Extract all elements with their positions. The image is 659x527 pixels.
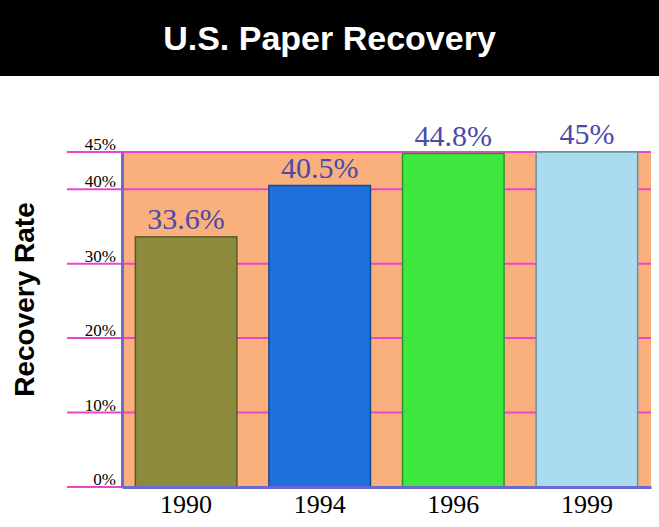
x-tick: 1996 xyxy=(427,487,479,519)
data-label: 45% xyxy=(559,117,614,150)
data-label: 33.6% xyxy=(147,202,225,235)
x-tick-label: 1999 xyxy=(561,490,613,519)
x-tick-label: 1990 xyxy=(160,490,212,519)
x-tick-label: 1996 xyxy=(427,490,479,519)
plot-background xyxy=(122,152,651,487)
bar xyxy=(269,186,371,488)
y-axis-line xyxy=(121,153,124,488)
y-tick-label: 10% xyxy=(85,396,116,415)
y-tick-label: 20% xyxy=(85,321,116,340)
y-tick-label: 45% xyxy=(85,135,116,154)
x-axis-line xyxy=(123,486,652,489)
data-label: 44.8% xyxy=(415,118,493,151)
title: U.S. Paper Recovery xyxy=(163,19,496,57)
bar xyxy=(135,237,237,487)
x-tick: 1999 xyxy=(561,487,613,519)
y-tick: 40% xyxy=(85,172,122,191)
chart: U.S. Paper Recovery 0% 10% 20% 30% 40% 45% 1990… xyxy=(0,0,659,527)
y-tick: 30% xyxy=(85,247,122,266)
data-label: 40.5% xyxy=(281,151,359,184)
y-axis-title: Recovery Rate xyxy=(9,202,40,397)
bars xyxy=(135,152,637,487)
grid-line xyxy=(67,486,651,488)
y-axis: 0% 10% 20% 30% 40% 45% xyxy=(85,135,123,489)
y-tick: 45% xyxy=(85,135,122,154)
y-tick-label: 0% xyxy=(93,470,116,489)
x-tick-label: 1994 xyxy=(294,490,346,519)
y-tick: 10% xyxy=(85,396,122,415)
y-tick-label: 30% xyxy=(85,247,116,266)
bar xyxy=(403,153,505,487)
x-tick: 1994 xyxy=(294,487,346,519)
title-banner xyxy=(0,0,659,76)
y-tick: 20% xyxy=(85,321,122,340)
y-tick: 0% xyxy=(93,470,122,489)
x-tick: 1990 xyxy=(160,487,212,519)
x-axis: 1990 1994 1996 1999 xyxy=(123,487,652,519)
plot: 0% 10% 20% 30% 40% 45% 1990 1994 1996 1999 33.6% 40… xyxy=(67,117,652,519)
bar xyxy=(536,152,638,487)
y-tick-label: 40% xyxy=(85,172,116,191)
